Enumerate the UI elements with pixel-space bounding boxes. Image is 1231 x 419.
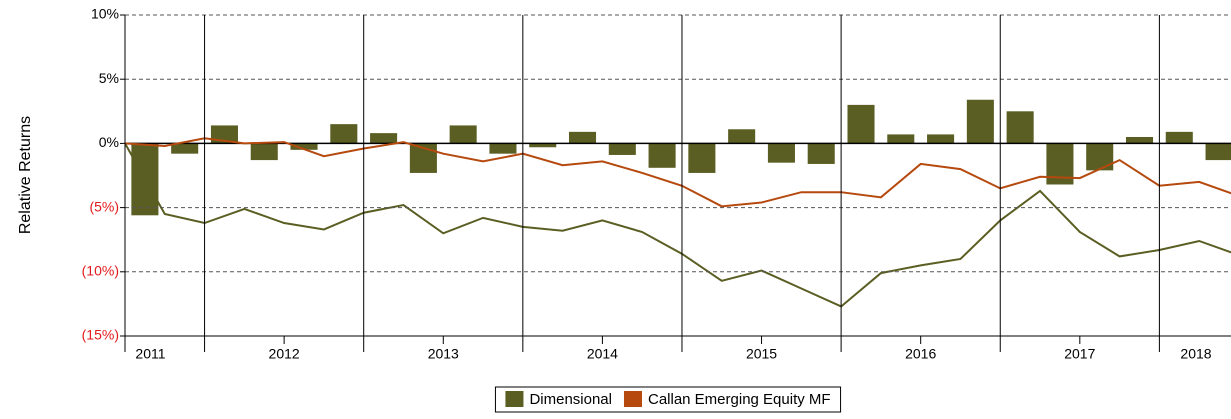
bar <box>330 124 358 144</box>
y-axis-label: Relative Returns <box>17 116 34 234</box>
y-tick-label: (10%) <box>82 263 119 279</box>
bar <box>1006 111 1034 144</box>
legend-swatch <box>505 391 524 407</box>
bar <box>887 134 915 144</box>
bar <box>608 143 636 155</box>
bar <box>648 143 676 168</box>
bar <box>449 125 477 144</box>
bar <box>568 131 597 144</box>
legend-box <box>494 386 842 413</box>
x-tick-label: 2012 <box>269 346 300 362</box>
bar <box>767 143 795 163</box>
legend-label: Callan Emerging Equity MF <box>648 391 831 408</box>
y-tick-label: 5% <box>99 70 119 86</box>
legend: Dimensional Callan Emerging Equity MF <box>494 386 842 413</box>
legend-label: Dimensional <box>529 391 612 408</box>
bar <box>290 143 318 150</box>
x-tick-label: 2016 <box>905 346 936 362</box>
y-tick-label: 10% <box>91 6 119 22</box>
y-tick-label: (15%) <box>82 327 119 343</box>
y-tick-label: 0% <box>99 134 119 150</box>
x-tick-label: 2018 <box>1180 346 1211 362</box>
x-tick-label: 2014 <box>587 346 618 362</box>
bar <box>1165 131 1193 144</box>
bar <box>1086 143 1114 171</box>
bar <box>171 143 199 154</box>
bar <box>847 104 875 144</box>
bar <box>688 143 716 173</box>
x-tick-label: 2011 <box>135 346 165 362</box>
bar <box>1205 143 1231 161</box>
x-tick-label: 2017 <box>1064 346 1095 362</box>
y-tick-label: (5%) <box>89 198 119 214</box>
bar <box>529 143 557 148</box>
bar <box>1125 136 1154 144</box>
bar <box>210 125 238 144</box>
bar <box>807 143 835 164</box>
bar <box>250 143 278 161</box>
legend-swatch <box>623 391 642 407</box>
bar <box>728 129 756 144</box>
bar <box>489 143 517 154</box>
x-tick-label: 2013 <box>428 346 459 362</box>
bar <box>966 99 994 144</box>
bar <box>370 133 398 144</box>
plot-area <box>125 99 1231 308</box>
bar <box>927 134 955 144</box>
x-tick-label: 2015 <box>746 346 777 362</box>
